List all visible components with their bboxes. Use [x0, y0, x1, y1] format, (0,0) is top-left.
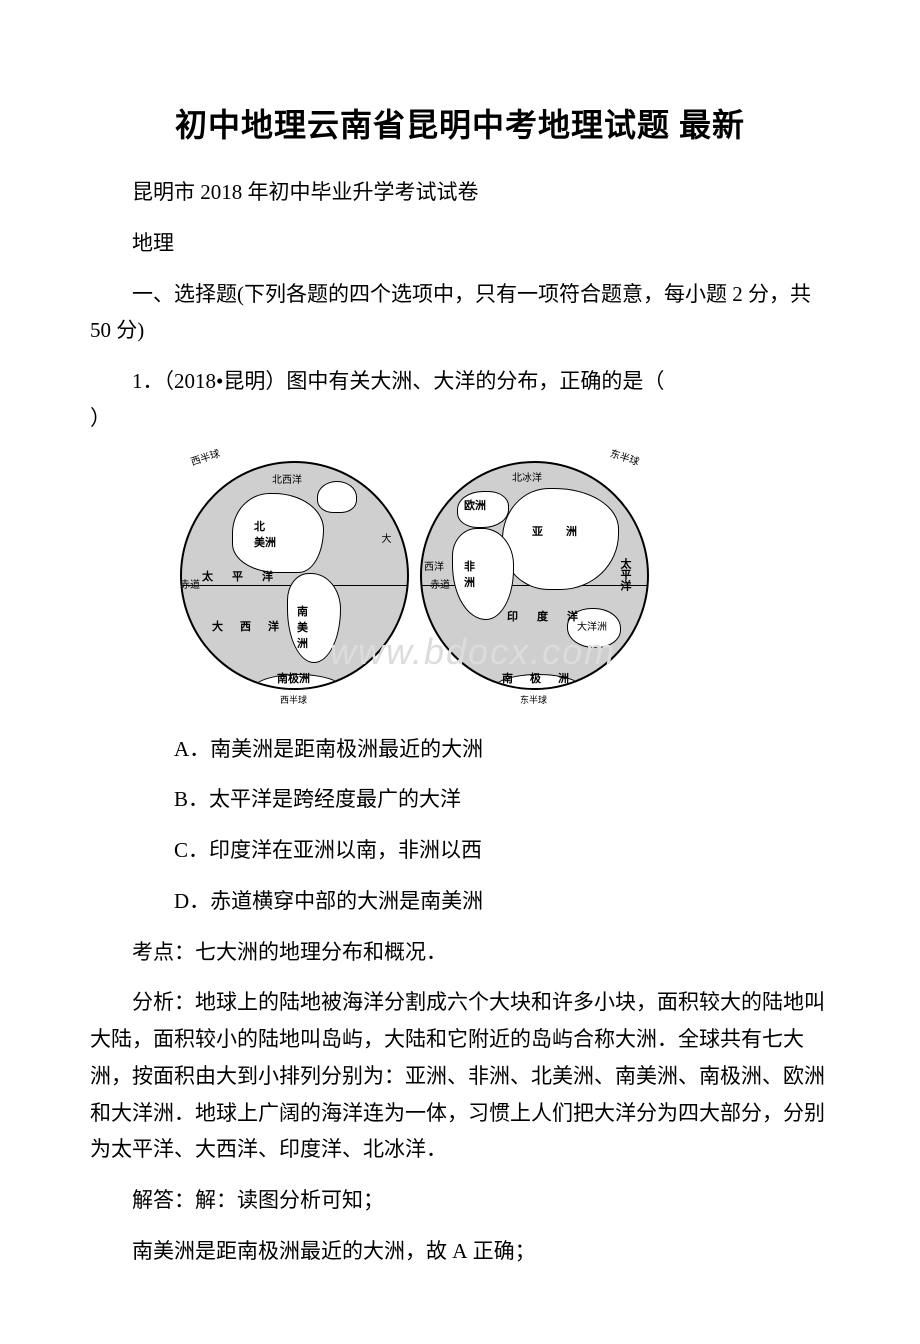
eastern-hemisphere: 北冰洋 欧洲 亚 洲 非洲 赤道 西洋 印 度 洋 太平洋 大洋洲 南 极 洲: [420, 461, 649, 690]
equator-label-r: 赤道: [430, 576, 450, 591]
da-label: 大: [377, 533, 392, 543]
af-label: 非洲: [464, 558, 475, 590]
fenxi-para: 分析：地球上的陆地被海洋分割成六个大块和许多小块，面积较大的陆地叫大陆，面积较小…: [90, 984, 830, 1168]
au-label: 大洋洲: [577, 618, 607, 633]
west-hemi-label: 西半球: [188, 444, 221, 468]
jieda-a-text: 南美洲是距南极洲最近的大洲，故 A 正确；: [132, 1239, 536, 1263]
document-page: 初中地理云南省昆明中考地理试题 最新 昆明市 2018 年初中毕业升学考试试卷 …: [0, 0, 920, 1344]
east-caption: 东半球: [520, 693, 547, 706]
north-america-shape: [232, 493, 324, 573]
jieda-head-para: 解答：解：读图分析可知；: [90, 1182, 830, 1219]
pacific2-label: 太平洋: [617, 558, 633, 591]
greenland-shape: [317, 481, 357, 513]
arctic-label-r: 北冰洋: [512, 469, 542, 484]
section-text: 一、选择题(下列各题的四个选项中，只有一项符合题意，每小题 2 分，共 50 分…: [90, 282, 811, 343]
africa-shape: [452, 528, 514, 620]
exam-header: 昆明市 2018 年初中毕业升学考试试卷: [90, 174, 830, 211]
subject-label: 地理: [90, 225, 830, 262]
eu-label: 欧洲: [464, 497, 486, 513]
western-hemisphere: 北西洋 北美洲 赤道 太 平 洋 南美洲 大 西 洋 大 南极洲: [180, 461, 409, 690]
section-header: 一、选择题(下列各题的四个选项中，只有一项符合题意，每小题 2 分，共 50 分…: [90, 276, 830, 350]
equator-label-l: 赤道: [180, 576, 200, 591]
kaodian-para: 考点：七大洲的地理分布和概况．: [90, 934, 830, 971]
exam-header-text: 昆明市 2018 年初中毕业升学考试试卷: [132, 180, 479, 204]
document-title: 初中地理云南省昆明中考地理试题 最新: [90, 100, 830, 146]
option-d: D．赤道横穿中部的大洲是南美洲: [90, 883, 830, 920]
antarctica-label-r: 南 极 洲: [502, 670, 572, 686]
atlantic2-label: 西洋: [424, 558, 444, 573]
east-hemi-label: 东半球: [608, 444, 641, 468]
arctic-label-l: 北西洋: [272, 471, 302, 486]
antarctica-label-l: 南极洲: [277, 670, 310, 686]
as-label: 亚 洲: [532, 523, 583, 539]
indian-label: 印 度 洋: [507, 608, 582, 624]
question-1-stem: 1．（2018•昆明）图中有关大洲、大洋的分布，正确的是（ ）: [90, 363, 830, 437]
asia-shape: [502, 488, 619, 590]
option-a: A．南美洲是距南极洲最近的大洲: [90, 731, 830, 768]
atlantic-label-l: 大 西 洋: [212, 618, 282, 634]
option-b: B．太平洋是跨经度最广的大洋: [90, 781, 830, 818]
world-map-figure: www.bdocx.com 北西洋 北美洲 赤道 太 平 洋 南美洲 大 西 洋…: [180, 451, 660, 721]
south-america-shape: [287, 573, 341, 663]
sa-label: 南美洲: [297, 603, 308, 651]
pacific-label-l: 太 平 洋: [202, 568, 277, 584]
option-c: C．印度洋在亚洲以南，非洲以西: [90, 832, 830, 869]
jieda-a-para: 南美洲是距南极洲最近的大洲，故 A 正确；: [90, 1233, 830, 1270]
west-caption: 西半球: [280, 693, 307, 706]
na-label: 北美洲: [254, 518, 276, 550]
